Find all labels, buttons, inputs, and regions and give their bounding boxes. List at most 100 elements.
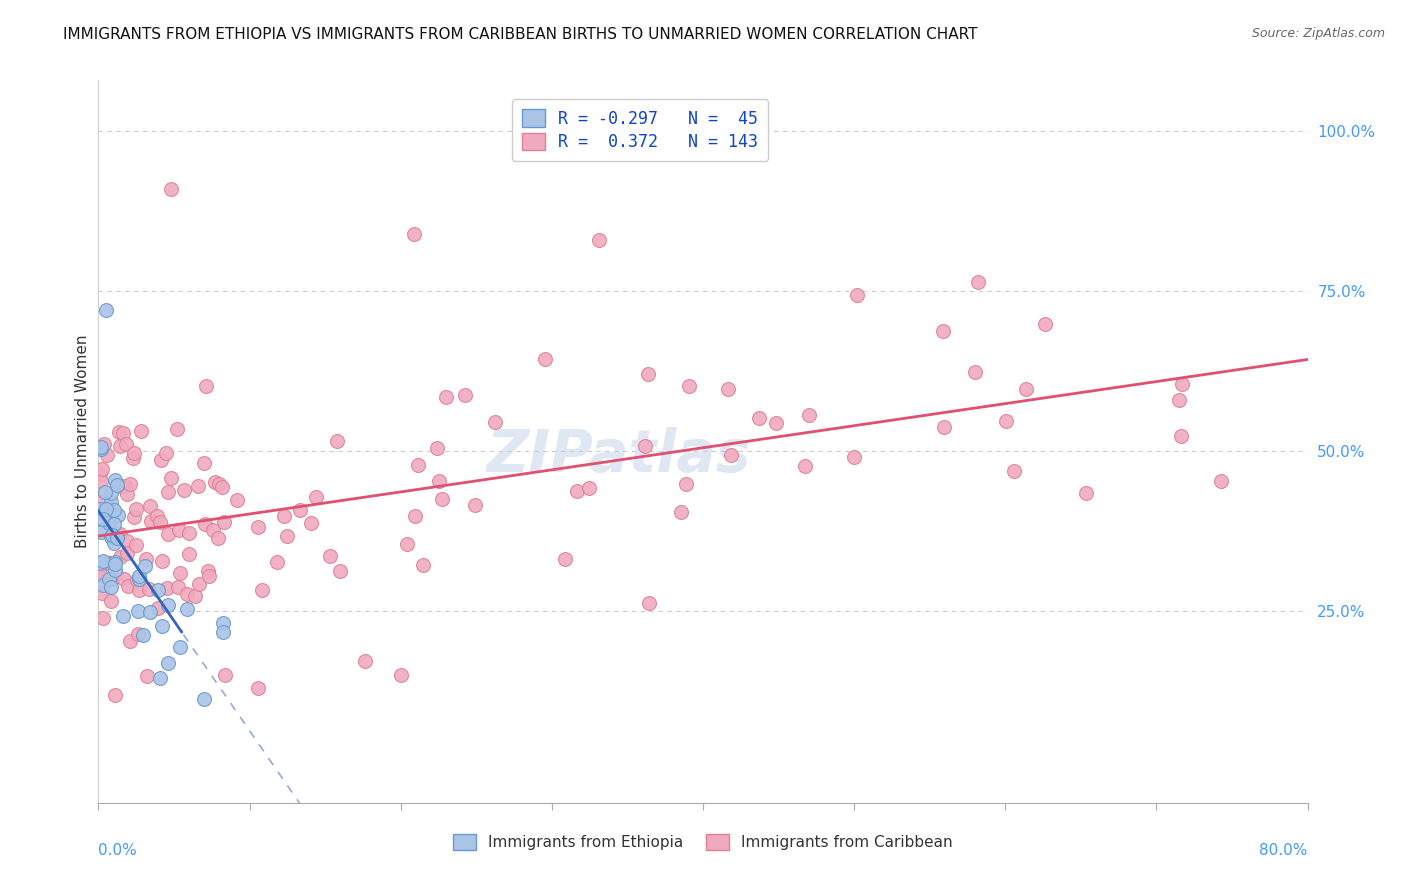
Point bbox=[155, 446, 177, 460]
Point bbox=[122, 445, 145, 459]
Point bbox=[179, 547, 201, 561]
Point bbox=[104, 562, 127, 576]
Point bbox=[207, 531, 229, 545]
Point bbox=[107, 425, 129, 439]
Point bbox=[90, 585, 112, 599]
Point bbox=[90, 524, 112, 539]
Point bbox=[108, 549, 131, 564]
Point bbox=[226, 492, 249, 507]
Point bbox=[408, 458, 430, 472]
Point bbox=[105, 531, 128, 545]
Point bbox=[112, 426, 135, 441]
Point bbox=[105, 566, 128, 581]
Point bbox=[994, 414, 1017, 428]
Point bbox=[125, 539, 148, 553]
Point bbox=[94, 303, 117, 318]
Text: ZIPatlas: ZIPatlas bbox=[486, 427, 751, 484]
Point bbox=[678, 379, 700, 393]
Point bbox=[588, 233, 610, 247]
Point bbox=[107, 479, 129, 493]
Point bbox=[184, 589, 207, 603]
Point bbox=[188, 576, 211, 591]
Point bbox=[157, 598, 180, 612]
Point bbox=[138, 582, 160, 597]
Point bbox=[454, 388, 477, 402]
Point bbox=[193, 456, 215, 470]
Point bbox=[89, 567, 111, 582]
Point bbox=[534, 352, 557, 367]
Point bbox=[717, 382, 740, 396]
Point bbox=[325, 434, 347, 448]
Point bbox=[931, 324, 953, 338]
Point bbox=[212, 625, 235, 640]
Point bbox=[266, 555, 288, 569]
Point bbox=[105, 477, 128, 491]
Point bbox=[103, 517, 125, 532]
Point bbox=[94, 502, 117, 516]
Point bbox=[967, 276, 990, 290]
Point bbox=[146, 583, 169, 598]
Point bbox=[389, 668, 412, 682]
Point bbox=[484, 415, 506, 429]
Point bbox=[396, 537, 419, 551]
Point bbox=[329, 564, 352, 578]
Point bbox=[565, 484, 588, 499]
Point bbox=[101, 528, 124, 542]
Point bbox=[89, 502, 111, 516]
Text: Source: ZipAtlas.com: Source: ZipAtlas.com bbox=[1251, 27, 1385, 40]
Point bbox=[1171, 376, 1194, 391]
Point bbox=[157, 484, 180, 499]
Point bbox=[90, 442, 112, 456]
Point bbox=[112, 572, 135, 586]
Point bbox=[127, 627, 149, 641]
Point bbox=[129, 424, 152, 438]
Point bbox=[432, 491, 454, 506]
Point bbox=[91, 610, 114, 624]
Point bbox=[156, 656, 179, 670]
Text: IMMIGRANTS FROM ETHIOPIA VS IMMIGRANTS FROM CARIBBEAN BIRTHS TO UNMARRIED WOMEN : IMMIGRANTS FROM ETHIOPIA VS IMMIGRANTS F… bbox=[63, 27, 977, 42]
Point bbox=[101, 572, 124, 586]
Point bbox=[187, 478, 209, 492]
Point bbox=[117, 546, 139, 560]
Point bbox=[195, 378, 218, 392]
Point bbox=[89, 495, 111, 509]
Point bbox=[273, 509, 295, 524]
Point bbox=[98, 500, 121, 514]
Point bbox=[104, 688, 127, 702]
Point bbox=[167, 523, 190, 537]
Point bbox=[100, 485, 122, 500]
Point bbox=[127, 604, 149, 618]
Point bbox=[212, 615, 235, 630]
Point bbox=[89, 567, 111, 582]
Point bbox=[1168, 392, 1191, 407]
Point bbox=[104, 558, 127, 572]
Point bbox=[146, 600, 169, 615]
Point bbox=[138, 605, 160, 619]
Point bbox=[1015, 382, 1038, 396]
Point bbox=[104, 555, 127, 569]
Point bbox=[128, 572, 150, 586]
Point bbox=[198, 569, 221, 583]
Point bbox=[132, 628, 155, 642]
Point bbox=[1033, 318, 1056, 332]
Point bbox=[252, 582, 274, 597]
Point bbox=[578, 481, 600, 495]
Point bbox=[412, 558, 434, 573]
Point bbox=[135, 669, 157, 683]
Point bbox=[932, 420, 955, 434]
Point bbox=[90, 475, 112, 489]
Point bbox=[90, 440, 112, 454]
Point bbox=[94, 484, 117, 499]
Point bbox=[305, 491, 328, 505]
Point bbox=[637, 367, 659, 381]
Point bbox=[149, 515, 172, 529]
Point bbox=[103, 535, 125, 549]
Point bbox=[426, 442, 449, 456]
Point bbox=[117, 578, 139, 592]
Point bbox=[842, 450, 865, 464]
Point bbox=[125, 502, 148, 516]
Point bbox=[246, 681, 269, 695]
Point bbox=[160, 182, 183, 196]
Point bbox=[554, 552, 576, 566]
Point bbox=[633, 440, 655, 454]
